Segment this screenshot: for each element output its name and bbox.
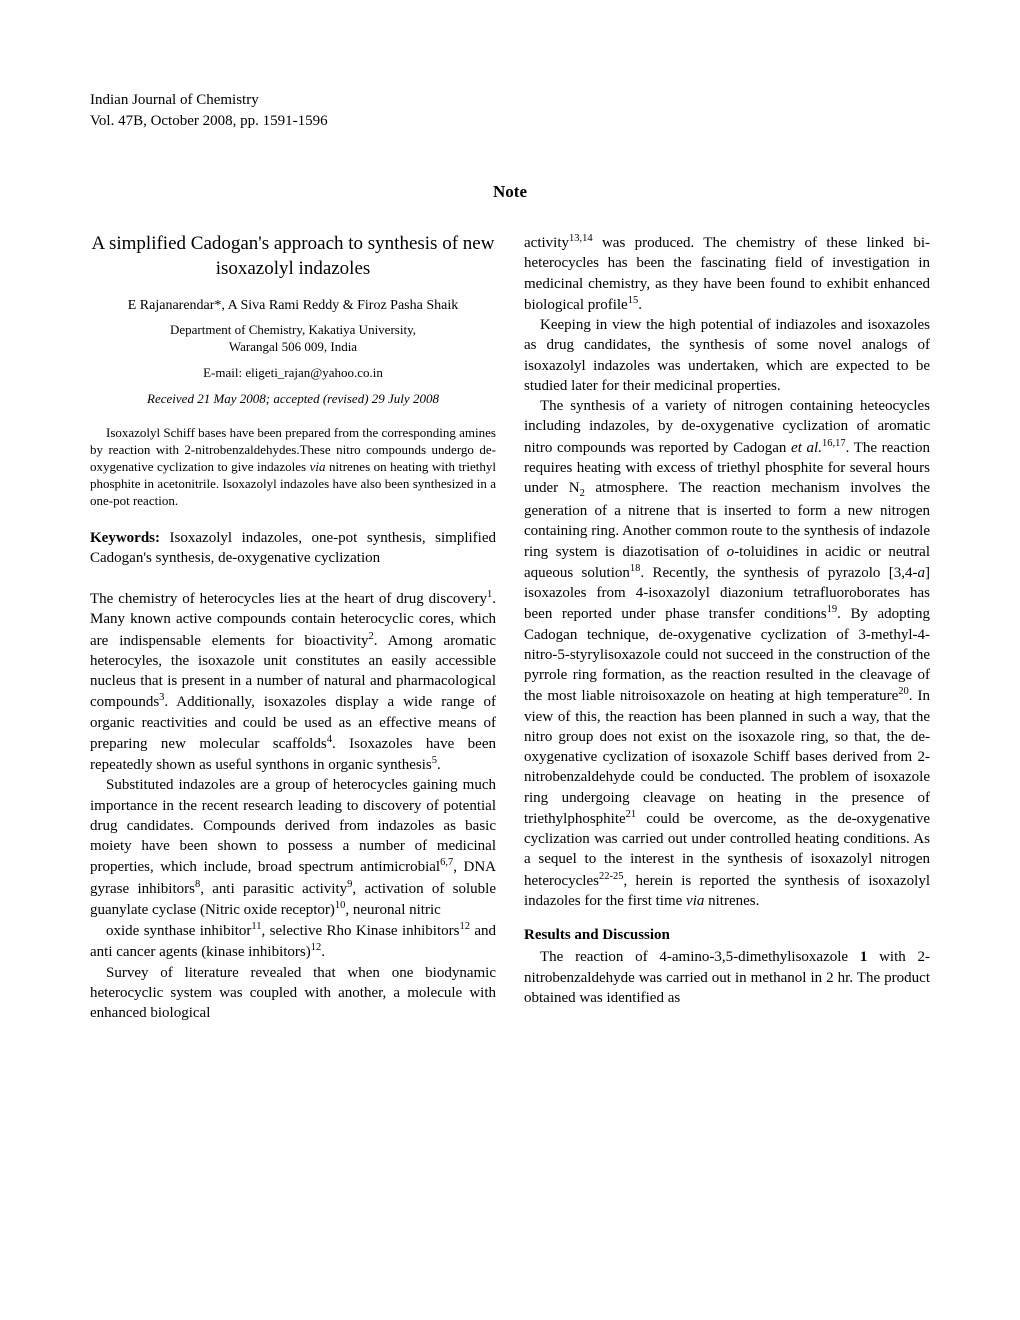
- keywords-label: Keywords:: [90, 530, 160, 546]
- right-para-1: activity13,14 was produced. The chemistr…: [524, 232, 930, 315]
- right-column: activity13,14 was produced. The chemistr…: [524, 232, 930, 1023]
- p3a: oxide synthase inhibitor: [106, 923, 251, 939]
- affiliation-line2: Warangal 506 009, India: [229, 339, 357, 354]
- abstract-via: via: [310, 459, 326, 474]
- left-para-3: oxide synthase inhibitor11, selective Rh…: [90, 920, 496, 963]
- authors: E Rajanarendar*, A Siva Rami Reddy & Fir…: [90, 297, 496, 316]
- ref-22-25: 22-25: [599, 871, 624, 882]
- p4: Survey of literature revealed that when …: [90, 965, 496, 1022]
- a-italic: a: [918, 565, 926, 581]
- rp3e: . Recently, the synthesis of pyrazolo [3…: [640, 565, 917, 581]
- rp2: Keeping in view the high potential of in…: [524, 317, 930, 394]
- two-column-layout: A simplified Cadogan's approach to synth…: [90, 232, 930, 1023]
- left-column: A simplified Cadogan's approach to synth…: [90, 232, 496, 1023]
- right-para-2: Keeping in view the high potential of in…: [524, 315, 930, 396]
- p3b: , selective Rho Kinase inhibitors: [262, 923, 460, 939]
- p2a: Substituted indazoles are a group of het…: [90, 777, 496, 875]
- left-para-2: Substituted indazoles are a group of het…: [90, 775, 496, 920]
- p2c: , anti parasitic activity: [200, 881, 347, 897]
- email: E-mail: eligeti_rajan@yahoo.co.in: [90, 364, 496, 382]
- journal-header: Indian Journal of Chemistry Vol. 47B, Oc…: [90, 90, 930, 132]
- received-date: Received 21 May 2008; accepted (revised)…: [90, 390, 496, 408]
- results-heading: Results and Discussion: [524, 925, 930, 945]
- abstract: Isoxazolyl Schiff bases have been prepar…: [90, 425, 496, 509]
- ref-13-14: 13,14: [569, 233, 593, 244]
- ref-18: 18: [630, 563, 641, 574]
- rp4a: The reaction of 4-amino-3,5-dimethylisox…: [540, 949, 860, 965]
- ref-11: 11: [251, 921, 261, 932]
- rp1b: was produced. The chemistry of these lin…: [524, 235, 930, 313]
- ref-10: 10: [335, 900, 346, 911]
- p1a: The chemistry of heterocycles lies at th…: [90, 591, 487, 607]
- p2e: , neuronal nitric: [345, 902, 440, 918]
- ref-20: 20: [898, 686, 909, 697]
- rp3h: . In view of this, the reaction has been…: [524, 688, 930, 827]
- journal-name: Indian Journal of Chemistry: [90, 90, 930, 111]
- note-label: Note: [90, 182, 930, 202]
- affiliation: Department of Chemistry, Kakatiya Univer…: [90, 322, 496, 356]
- rp1a: activity: [524, 235, 569, 251]
- ref-15: 15: [628, 295, 639, 306]
- p3d: .: [321, 944, 325, 960]
- ref-19: 19: [827, 604, 838, 615]
- via-italic: via: [686, 893, 704, 909]
- rp1c: .: [638, 297, 642, 313]
- affiliation-line1: Department of Chemistry, Kakatiya Univer…: [170, 322, 416, 337]
- right-para-4: The reaction of 4-amino-3,5-dimethylisox…: [524, 947, 930, 1008]
- journal-volume: Vol. 47B, October 2008, pp. 1591-1596: [90, 111, 930, 132]
- o-italic: o: [727, 544, 735, 560]
- keywords: Keywords: Isoxazolyl indazoles, one-pot …: [90, 528, 496, 569]
- ref-21: 21: [626, 809, 637, 820]
- left-para-1: The chemistry of heterocycles lies at th…: [90, 588, 496, 775]
- ref-12: 12: [459, 921, 470, 932]
- etal: et al.: [791, 440, 822, 456]
- ref-6-7: 6,7: [440, 857, 453, 868]
- ref-12b: 12: [311, 942, 322, 953]
- p1f: .: [437, 757, 441, 773]
- right-para-3: The synthesis of a variety of nitrogen c…: [524, 396, 930, 911]
- ref-16-17: 16,17: [822, 438, 846, 449]
- left-para-4: Survey of literature revealed that when …: [90, 963, 496, 1024]
- rp3k: nitrenes.: [704, 893, 759, 909]
- article-title: A simplified Cadogan's approach to synth…: [90, 232, 496, 281]
